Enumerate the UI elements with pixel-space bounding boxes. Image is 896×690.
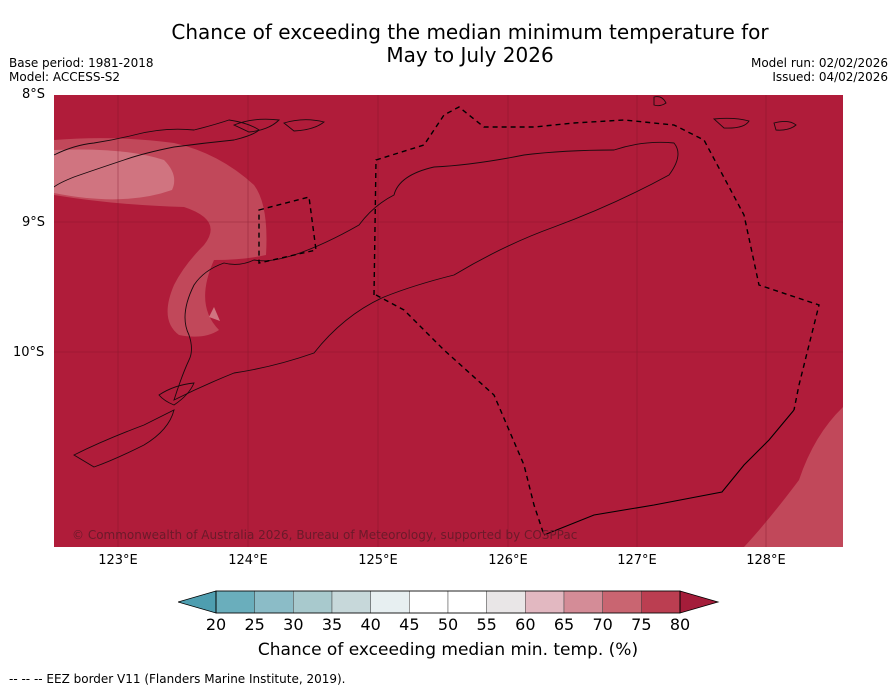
contour-band-70-spot: [209, 307, 220, 321]
colorbar-tick-label: 55: [476, 615, 497, 634]
colorbar-tick-label: 30: [283, 615, 304, 634]
colorbar-under-triangle: [178, 590, 217, 614]
colorbar-segment: [563, 590, 603, 614]
colorbar-segment: [254, 590, 294, 614]
model-label: Model: ACCESS-S2: [9, 70, 121, 84]
map-title-line1: Chance of exceeding the median minimum t…: [171, 20, 769, 44]
colorbar-title: Chance of exceeding median min. temp. (%…: [257, 640, 639, 660]
sumba-coastline: [73, 409, 175, 468]
contour-band-75-southeast: [744, 407, 843, 547]
lat-label-9s: 9°S: [22, 215, 46, 230]
lon-label-126e: 126°E: [488, 553, 528, 568]
wetar-coastline: [283, 119, 325, 132]
colorbar-tick-label: 80: [669, 615, 691, 634]
lat-label-8s: 8°S: [22, 87, 46, 102]
colorbar-segment: [486, 590, 526, 614]
colorbar-tick-label: 75: [631, 615, 652, 634]
lon-label-127e: 127°E: [617, 553, 657, 568]
contour-band-70-northwest: [54, 149, 175, 200]
colorbar-segment: [409, 590, 449, 614]
colorbar-segment: [215, 590, 255, 614]
eez-border-oecusse: [258, 196, 317, 264]
colorbar-tick-label: 70: [592, 615, 613, 634]
colorbar-tick-label: 35: [321, 615, 343, 634]
colorbar-over-triangle: [679, 590, 720, 614]
probability-map: © Commonwealth of Australia 2026, Bureau…: [54, 95, 843, 547]
base-period-label: Base period: 1981-2018: [9, 56, 154, 70]
babar-coastline: [773, 120, 797, 131]
lat-label-10s: 10°S: [13, 345, 45, 360]
colorbar-tick-label: 50: [437, 615, 459, 634]
model-run-label: Model run: 02/02/2026: [750, 56, 888, 70]
eez-footnote: -- -- -- EEZ border V11 (Flanders Marine…: [9, 672, 346, 686]
colorbar-segment: [525, 590, 565, 614]
colorbar-tick-label: 40: [360, 615, 381, 634]
colorbar-tick-label: 45: [399, 615, 420, 634]
colorbar-tick-label: 25: [244, 615, 265, 634]
colorbar-segment: [602, 590, 642, 614]
timor-coastline: [173, 141, 679, 401]
colorbar-tick-label: 60: [515, 615, 536, 634]
lon-label-128e: 128°E: [746, 553, 786, 568]
colorbar-tick-label: 20: [205, 615, 227, 634]
kisar-coastline: [712, 117, 750, 129]
colorbar-segment: [641, 590, 681, 614]
lon-label-123e: 123°E: [98, 553, 138, 568]
eez-solid-segment: [543, 409, 795, 536]
lon-label-125e: 125°E: [358, 553, 398, 568]
issued-label: Issued: 04/02/2026: [772, 70, 888, 84]
copyright-text: © Commonwealth of Australia 2026, Bureau…: [72, 528, 577, 542]
colorbar-tick-label: 65: [553, 615, 575, 634]
eez-border-south: [375, 294, 545, 536]
colorbar-segment: [293, 590, 333, 614]
colorbar-segment: [447, 590, 487, 614]
colorbar-segment: [331, 590, 371, 614]
map-title-line2: May to July 2026: [386, 43, 554, 67]
atauro-coastline: [653, 96, 667, 107]
colorbar: [178, 590, 720, 614]
lon-label-124e: 124°E: [228, 553, 268, 568]
colorbar-segment: [370, 590, 410, 614]
roti-coastline: [158, 382, 195, 406]
alor-coastline: [232, 118, 280, 133]
